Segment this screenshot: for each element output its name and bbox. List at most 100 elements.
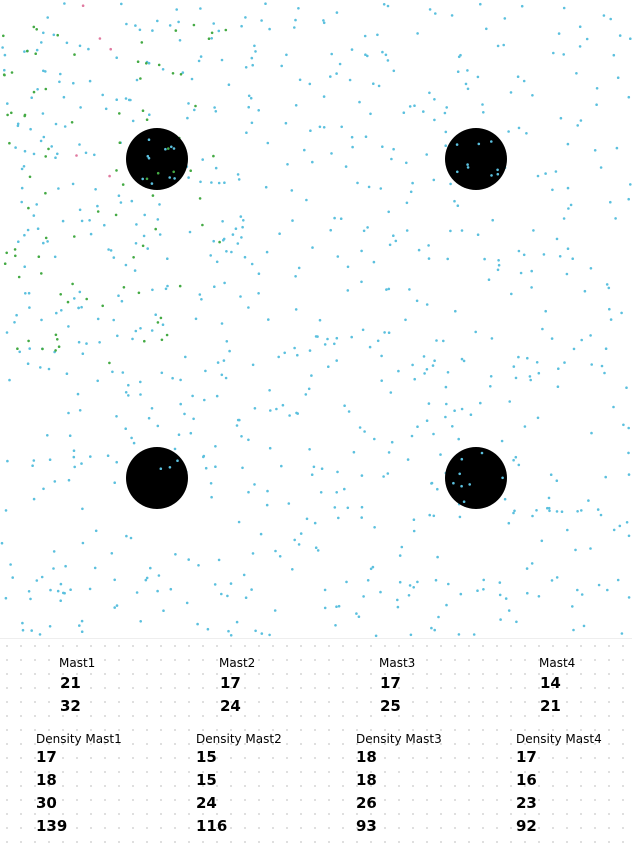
particle: [308, 82, 312, 86]
particle: [187, 558, 190, 561]
particle: [13, 321, 16, 324]
particle: [197, 59, 201, 63]
particle: [595, 87, 599, 90]
particle: [454, 309, 457, 313]
particle: [120, 299, 124, 303]
particle: [571, 605, 574, 608]
particle: [52, 33, 56, 37]
particle: [566, 142, 570, 146]
particle: [230, 250, 233, 254]
particle: [68, 434, 72, 438]
particle: [79, 106, 82, 109]
particle: [70, 121, 74, 124]
particle: [283, 351, 287, 355]
particle: [439, 453, 442, 456]
particle: [257, 292, 260, 295]
particle: [78, 143, 81, 146]
particle: [313, 521, 317, 525]
particle: [27, 206, 30, 210]
particle: [44, 87, 48, 91]
density-stat-value: 18: [36, 771, 57, 789]
particle: [268, 389, 271, 392]
particle: [72, 449, 76, 453]
particle: [413, 104, 416, 107]
particle: [522, 79, 526, 83]
particle: [44, 191, 47, 195]
particle: [446, 371, 450, 374]
particle: [629, 183, 632, 186]
particle: [89, 455, 92, 458]
particle: [132, 441, 136, 445]
particle: [526, 591, 529, 595]
particle: [245, 131, 248, 134]
density-stat-label: Density Mast3: [356, 732, 442, 746]
particle: [575, 72, 578, 75]
particle: [398, 554, 402, 557]
particle: [278, 232, 281, 235]
particle: [260, 19, 263, 22]
particle: [228, 349, 231, 353]
particle: [171, 72, 175, 75]
particle: [392, 147, 395, 151]
particle: [229, 634, 233, 637]
particle: [227, 83, 231, 86]
particle: [147, 138, 151, 141]
particle: [49, 588, 52, 592]
density-stat-label: Density Mast4: [516, 732, 602, 746]
particle: [125, 22, 128, 26]
particle: [497, 259, 500, 262]
particle: [318, 318, 322, 322]
particle: [156, 424, 160, 428]
particle: [199, 55, 203, 58]
particle: [10, 111, 13, 115]
particle: [392, 69, 396, 73]
particle: [187, 176, 190, 179]
particle: [379, 187, 383, 190]
particle: [108, 361, 111, 365]
mast-3[interactable]: [126, 447, 188, 509]
particle: [280, 464, 283, 468]
particle: [447, 582, 450, 586]
density-stat-value: 18: [356, 748, 377, 766]
particle: [42, 241, 45, 245]
mast-4[interactable]: [445, 447, 507, 509]
particle: [502, 43, 506, 47]
particle: [240, 435, 243, 438]
particle: [56, 152, 59, 156]
particle: [69, 588, 72, 591]
particle: [579, 119, 583, 122]
particle: [299, 532, 303, 535]
particle: [380, 379, 384, 383]
particle: [436, 555, 439, 559]
particle: [156, 589, 159, 593]
particle: [60, 309, 63, 312]
particle: [39, 139, 43, 143]
particle: [67, 411, 70, 415]
particle: [416, 580, 419, 584]
particle: [542, 253, 546, 256]
particle: [346, 506, 350, 510]
particle: [489, 385, 492, 388]
particle: [357, 615, 361, 618]
particle: [578, 25, 582, 29]
particle: [63, 2, 66, 5]
particle: [194, 317, 198, 321]
particle: [216, 361, 220, 364]
particle: [236, 173, 240, 176]
particle: [177, 433, 181, 437]
particle: [35, 48, 39, 52]
mast-1[interactable]: [126, 128, 188, 190]
particle: [525, 132, 528, 135]
particle: [457, 437, 461, 441]
particle: [161, 68, 165, 71]
particle: [416, 32, 419, 35]
particle: [560, 510, 564, 513]
particle: [201, 158, 204, 161]
simulation-canvas[interactable]: [0, 0, 632, 638]
particle: [187, 102, 190, 105]
mast-2[interactable]: [445, 128, 507, 190]
particle: [115, 98, 118, 101]
particle: [281, 403, 285, 407]
particle: [161, 323, 165, 327]
particle: [348, 78, 352, 82]
